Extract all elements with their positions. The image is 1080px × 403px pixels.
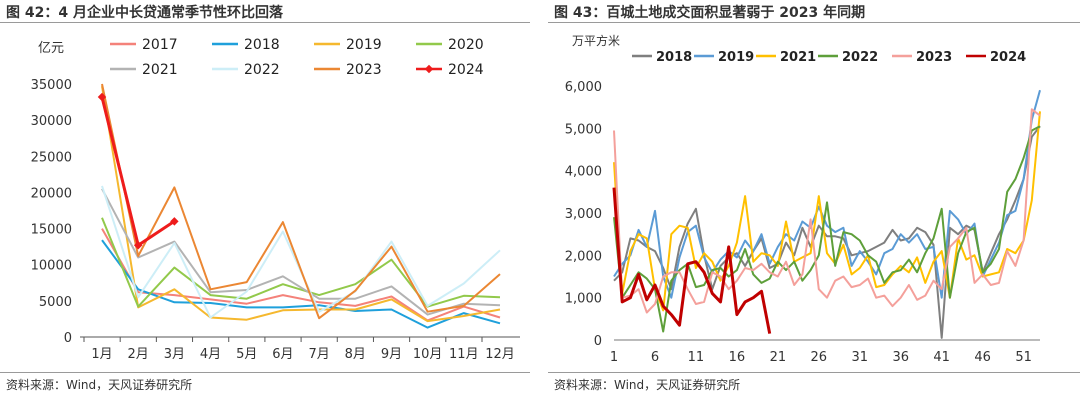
series-line-2019 — [613, 89, 1041, 299]
y-tick-label: 20000 — [31, 186, 72, 201]
x-tick-label: 46 — [974, 350, 991, 365]
x-tick-label: 9月 — [381, 347, 402, 362]
series-line-2021 — [101, 188, 501, 316]
legend-marker-2024 — [424, 64, 434, 74]
series-line-2018 — [101, 239, 501, 329]
legend-label-2023: 2023 — [346, 62, 382, 78]
x-tick-label: 4月 — [200, 347, 221, 362]
series-line-2021 — [613, 111, 1041, 312]
series-line-2024 — [612, 187, 772, 334]
y-axis-unit: 万平方米 — [572, 33, 620, 48]
series-line-2022 — [613, 125, 1041, 333]
x-tick-label: 8月 — [345, 347, 366, 362]
x-tick-label: 1 — [610, 350, 618, 365]
y-tick-label: 10000 — [31, 259, 72, 274]
legend-label-2021: 2021 — [142, 62, 178, 78]
legend-label-2020: 2020 — [448, 37, 484, 53]
y-tick-label: 4,000 — [565, 165, 602, 180]
legend-label-2022: 2022 — [842, 50, 878, 65]
series-line-2017 — [101, 228, 501, 322]
x-tick-label: 5月 — [236, 347, 257, 362]
legend-label-2023: 2023 — [916, 50, 952, 65]
y-tick-label: 35000 — [31, 78, 72, 93]
source-rule — [548, 372, 1080, 373]
legend-label-2019: 2019 — [718, 50, 754, 65]
series-line-2023 — [613, 108, 1041, 314]
source-note: 资料来源：Wind，天风证券研究所 — [6, 378, 193, 392]
x-tick-label: 6 — [651, 350, 659, 365]
x-tick-label: 12月 — [485, 347, 515, 362]
chart-panel-left: 图 42：4 月企业中长贷通常季节性环比回落 亿元 0 5000 10000 15000… — [0, 0, 530, 403]
y-tick-label: 30000 — [31, 114, 72, 129]
x-tick-label: 16 — [729, 350, 746, 365]
y-axis-unit: 亿元 — [38, 41, 64, 56]
y-tick-label: 0 — [64, 331, 72, 346]
x-tick-label: 11月 — [449, 347, 479, 362]
y-tick-label: 5,000 — [565, 122, 602, 137]
y-tick-label: 25000 — [31, 150, 72, 165]
x-tick-label: 6月 — [272, 347, 293, 362]
x-tick-label: 21 — [770, 350, 787, 365]
source-rule — [0, 372, 530, 373]
y-tick-label: 1,000 — [565, 292, 602, 307]
x-tick-label: 41 — [933, 350, 950, 365]
legend-label-2018: 2018 — [244, 37, 280, 53]
x-tick-label: 36 — [892, 350, 909, 365]
legend-label-2019: 2019 — [346, 37, 382, 53]
x-tick-label: 2月 — [128, 347, 149, 362]
legend-label-2024: 2024 — [990, 50, 1026, 65]
y-tick-label: 2,000 — [565, 249, 602, 264]
legend-label-2021: 2021 — [780, 50, 816, 65]
legend-label-2017: 2017 — [142, 37, 178, 53]
title-rule — [0, 22, 530, 23]
x-tick-label: 31 — [851, 350, 868, 365]
x-tick-label: 3月 — [164, 347, 185, 362]
chart-panel-right: 图 43：百城土地成交面积显著弱于 2023 年同期 万平方米 0 1,000 2,0… — [548, 0, 1080, 403]
y-tick-label: 6,000 — [565, 80, 602, 95]
data-point-2024 — [133, 240, 143, 250]
x-tick-label: 1月 — [91, 347, 112, 362]
line-chart-loans: 亿元 0 5000 10000 15000 20000 25000 30000 35000 1月 2… — [31, 37, 520, 362]
y-tick-label: 5000 — [39, 295, 72, 310]
chart-title: 图 43：百城土地成交面积显著弱于 2023 年同期 — [554, 5, 866, 21]
legend-label-2024: 2024 — [448, 62, 484, 78]
legend-label-2022: 2022 — [244, 62, 280, 78]
legend-label-2018: 2018 — [656, 50, 692, 65]
y-tick-label: 0 — [594, 334, 602, 349]
data-point-2024 — [97, 92, 107, 102]
y-tick-label: 15000 — [31, 223, 72, 238]
x-tick-label: 26 — [811, 350, 828, 365]
x-tick-label: 10月 — [413, 347, 443, 362]
series-line-2024 — [100, 96, 176, 247]
series-line-2023 — [101, 83, 501, 320]
x-tick-label: 11 — [688, 350, 705, 365]
chart-title: 图 42：4 月企业中长贷通常季节性环比回落 — [6, 5, 283, 21]
data-point-2024 — [170, 217, 179, 226]
x-tick-label: 7月 — [308, 347, 329, 362]
y-tick-label: 3,000 — [565, 207, 602, 222]
x-tick-label: 51 — [1015, 350, 1032, 365]
title-rule — [548, 22, 1080, 23]
series-line-2018 — [613, 125, 1041, 339]
source-note: 资料来源：Wind，天风证券研究所 — [554, 378, 741, 392]
series-line-2020 — [101, 217, 501, 308]
series-line-2019 — [101, 86, 501, 323]
